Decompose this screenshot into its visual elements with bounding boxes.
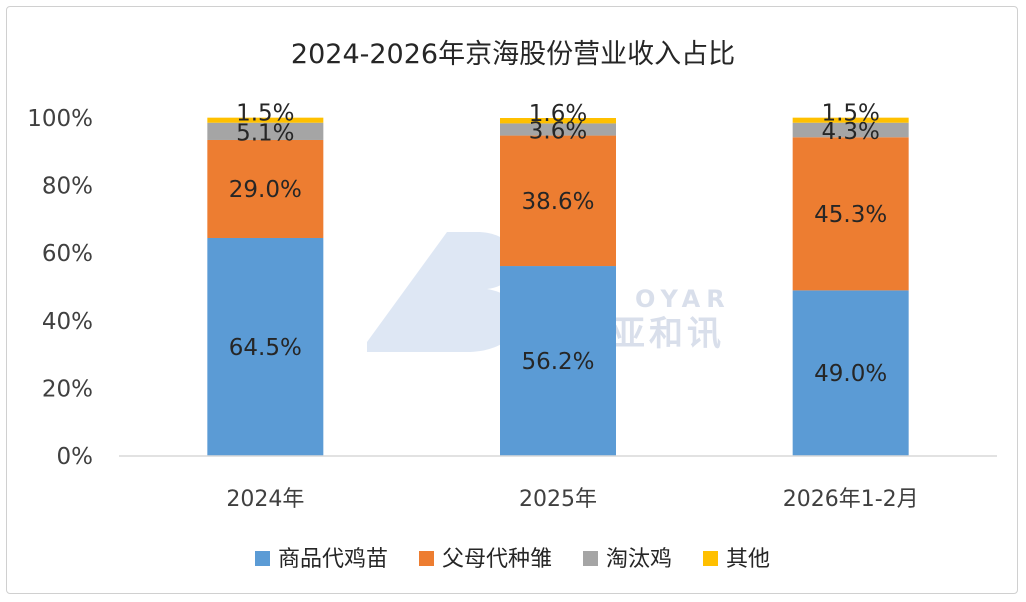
y-tick-label: 0% <box>57 444 94 470</box>
legend-swatch <box>255 551 270 566</box>
legend-swatch <box>703 551 718 566</box>
bar-segment <box>792 137 909 291</box>
data-label: 4.3% <box>821 119 879 145</box>
bar-segment <box>792 290 909 456</box>
x-tick-label: 2026年1-2月 <box>783 487 919 512</box>
y-tick-label: 100% <box>27 106 93 132</box>
bar-segment <box>207 237 324 456</box>
chart-title: 2024-2026年京海股份营业收入占比 <box>291 39 735 70</box>
bar-segment <box>500 135 616 267</box>
data-label: 56.2% <box>521 349 594 375</box>
data-labels: 64.5%29.0%5.1%1.5%56.2%38.6%3.6%1.6%49.0… <box>229 101 887 388</box>
bar-segment <box>792 117 909 123</box>
data-label: 49.0% <box>814 361 887 387</box>
chart-frame: 2024-2026年京海股份营业收入占比 OYAR 亚和讯 0% 20% 40% 60… <box>6 6 1018 594</box>
data-label: 45.3% <box>814 202 887 228</box>
bar-segment <box>207 122 324 140</box>
stacked-bar-chart: 2024-2026年京海股份营业收入占比 OYAR 亚和讯 0% 20% 40% 60… <box>27 39 997 572</box>
y-tick-label: 60% <box>42 241 93 267</box>
data-label: 1.6% <box>529 101 587 127</box>
legend-label: 商品代鸡苗 <box>278 547 388 572</box>
bar-segment <box>207 139 324 238</box>
bar-segment <box>500 123 616 136</box>
bar-segment <box>792 122 909 138</box>
data-label: 38.6% <box>521 189 594 215</box>
bars <box>207 117 909 456</box>
data-label: 64.5% <box>229 335 302 361</box>
data-label: 3.6% <box>529 118 587 144</box>
data-label: 1.5% <box>236 101 294 127</box>
data-label: 1.5% <box>821 101 879 127</box>
watermark-brand-en: OYAR <box>635 285 731 313</box>
legend-swatch <box>583 551 598 566</box>
data-label: 29.0% <box>229 177 302 203</box>
y-tick-label: 40% <box>42 309 93 335</box>
bar-segment <box>500 118 616 124</box>
watermark-logo: OYAR 亚和讯 <box>367 232 731 354</box>
y-tick-label: 80% <box>42 174 93 200</box>
legend-label: 父母代种雏 <box>442 547 552 572</box>
y-axis: 0% 20% 40% 60% 80% 100% <box>27 106 93 470</box>
x-axis: 2024年 2025年 2026年1-2月 <box>226 487 918 512</box>
legend: 商品代鸡苗 父母代种雏 淘汰鸡 其他 <box>255 547 770 572</box>
data-label: 5.1% <box>236 120 294 146</box>
legend-label: 其他 <box>726 547 770 572</box>
bar-segment <box>207 117 324 123</box>
watermark-logo-icon <box>367 232 520 352</box>
x-tick-label: 2025年 <box>519 487 597 512</box>
watermark-brand-cn: 亚和讯 <box>611 314 725 354</box>
y-tick-label: 20% <box>42 376 93 402</box>
legend-swatch <box>419 551 434 566</box>
x-tick-label: 2024年 <box>226 487 304 512</box>
legend-label: 淘汰鸡 <box>606 547 672 572</box>
bar-segment <box>500 266 616 456</box>
